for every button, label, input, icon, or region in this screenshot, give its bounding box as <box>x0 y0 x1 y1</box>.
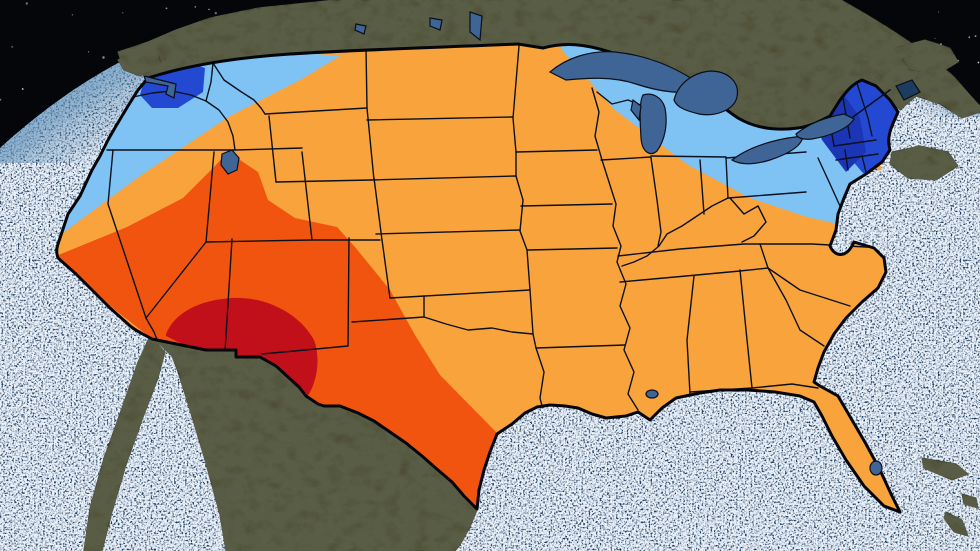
lake-winnipeg <box>469 11 483 42</box>
st-lawrence-river <box>852 89 891 118</box>
state-border-line <box>275 179 372 183</box>
canada-lake-speck-2 <box>354 23 367 35</box>
state-border-line <box>591 87 639 411</box>
state-border-line <box>686 275 695 395</box>
state-border-line <box>621 197 729 267</box>
state-border-line <box>515 149 598 153</box>
state-border-line <box>699 159 705 215</box>
state-border-line <box>205 100 236 151</box>
state-border-line <box>389 289 531 299</box>
star <box>194 6 197 8</box>
star <box>0 98 2 101</box>
state-border-line <box>855 79 873 137</box>
star <box>165 7 168 10</box>
foreign-land <box>83 0 980 551</box>
star <box>11 45 14 48</box>
state-border-line <box>347 237 350 347</box>
state-border-line <box>373 177 383 241</box>
state-border-line <box>520 203 613 207</box>
canada-lake-speck-1 <box>429 17 443 31</box>
state-border-line <box>381 239 391 299</box>
great-salt-lake <box>220 149 240 175</box>
state-border-line <box>107 149 147 319</box>
star <box>937 11 939 13</box>
lake-pontchartrain <box>645 389 659 399</box>
state-border-line <box>817 157 841 207</box>
state-border-line <box>365 47 375 181</box>
lake-erie <box>730 135 804 165</box>
us-country-outline <box>55 42 902 514</box>
state-border-line <box>301 151 313 241</box>
bahamas-islands <box>921 457 969 481</box>
state-border-line <box>759 243 769 269</box>
star <box>934 37 936 39</box>
state-border-line <box>725 157 729 199</box>
state-border-line <box>106 147 303 151</box>
state-border-line <box>600 156 652 161</box>
state-border-line <box>261 345 349 355</box>
star <box>974 35 977 38</box>
star <box>214 11 217 15</box>
state-border-line <box>366 116 514 121</box>
state-border-line <box>268 115 277 183</box>
state-border-line <box>727 191 807 199</box>
state-border-line <box>370 175 517 181</box>
lake-michigan <box>639 93 667 155</box>
star <box>25 2 28 5</box>
lakes <box>143 51 891 476</box>
state-border-line <box>650 155 727 158</box>
state-border-line <box>212 62 266 115</box>
nova-scotia <box>889 145 959 181</box>
state-border-line <box>767 267 825 347</box>
state-border-line <box>844 149 849 171</box>
canada-lakes <box>354 11 921 101</box>
star <box>208 8 210 11</box>
star <box>102 56 105 59</box>
star <box>71 14 74 16</box>
state-border-line <box>729 197 767 243</box>
star <box>977 61 980 64</box>
green-bay <box>630 98 642 122</box>
lake-huron <box>673 70 739 116</box>
star <box>968 36 971 39</box>
state-border-line <box>650 157 662 247</box>
state-border-line <box>512 45 537 349</box>
state-border-line <box>205 239 313 243</box>
star <box>88 51 90 53</box>
state-border-line <box>833 139 877 147</box>
star <box>122 12 124 14</box>
state-border-line <box>861 155 867 173</box>
bahamas-andros <box>943 511 969 537</box>
cuba-edge <box>961 493 979 509</box>
state-border-line <box>264 107 368 115</box>
state-border-line <box>145 241 207 319</box>
state-border-line <box>535 344 626 349</box>
state-border-line <box>739 269 753 389</box>
lake-ontario <box>795 113 855 140</box>
st-lawrence-bay <box>895 79 921 101</box>
puget-sound <box>143 75 177 99</box>
state-border-line <box>224 238 233 353</box>
state-border-line <box>423 316 534 335</box>
star <box>21 88 24 90</box>
state-border-line <box>835 153 879 161</box>
state-border-line <box>205 151 215 243</box>
state-border-line <box>205 62 214 102</box>
state-border-line <box>767 267 851 307</box>
state-border-line <box>619 267 769 283</box>
vancouver-island <box>117 45 163 77</box>
newfoundland-island <box>894 39 959 75</box>
lake-okeechobee <box>869 460 883 476</box>
state-border-line <box>375 229 521 235</box>
state-border-line <box>527 247 618 251</box>
mexico-baja <box>83 335 166 551</box>
